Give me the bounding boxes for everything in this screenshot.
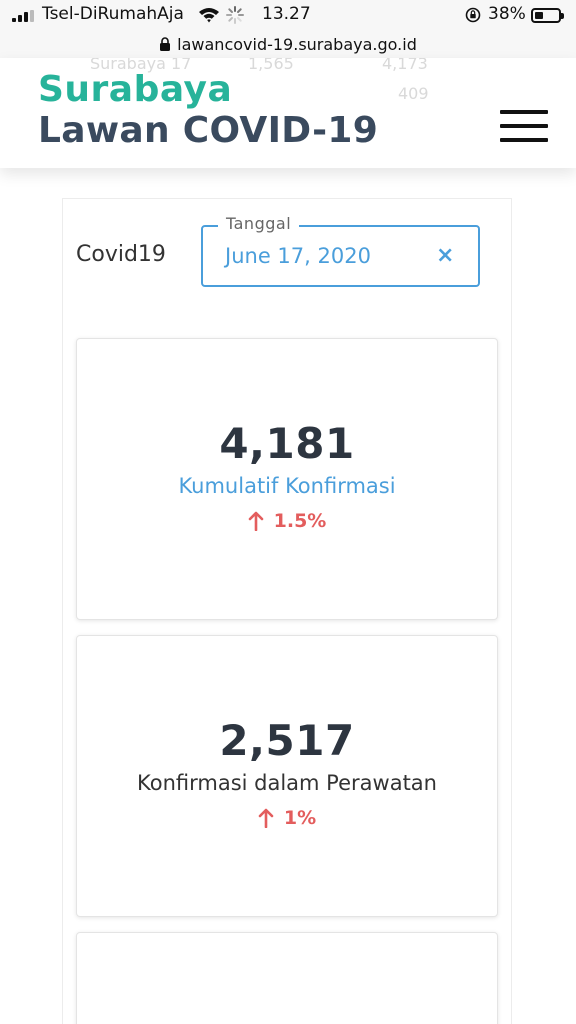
- battery-icon: [531, 8, 564, 23]
- stat-card-in-care: 2,517 Konfirmasi dalam Perawatan 1%: [76, 635, 498, 917]
- status-bar: Tsel-DiRumahAja 13.27 38%: [0, 0, 576, 30]
- date-value[interactable]: June 17, 2020: [225, 244, 371, 268]
- stat-value: 4,181: [219, 419, 355, 468]
- arrow-up-icon: [248, 511, 263, 531]
- signal-icon: [12, 10, 34, 22]
- background-table-text: 409: [398, 84, 429, 103]
- background-table-text: Surabaya 17: [90, 58, 192, 73]
- status-time: 13.27: [262, 4, 311, 24]
- logo-line-1: Surabaya: [38, 69, 233, 110]
- address-bar[interactable]: lawancovid-19.surabaya.go.id: [0, 30, 576, 58]
- date-field-label: Tanggal: [218, 214, 300, 233]
- stat-label: Konfirmasi dalam Perawatan: [137, 771, 437, 795]
- stat-value: 2,517: [219, 716, 355, 765]
- wifi-icon: [199, 8, 219, 23]
- stat-change-value: 1%: [283, 807, 317, 829]
- stat-change: 1.5%: [77, 510, 497, 532]
- stat-card-partial: [76, 932, 498, 1024]
- stat-change-value: 1.5%: [273, 510, 327, 532]
- site-logo[interactable]: Surabaya Lawan COVID-19: [38, 70, 378, 152]
- url-text: lawancovid-19.surabaya.go.id: [177, 34, 417, 54]
- hamburger-menu-icon[interactable]: [500, 110, 548, 142]
- background-table-text: 1,565: [248, 58, 294, 73]
- lock-icon: [160, 37, 171, 51]
- stat-label: Kumulatif Konfirmasi: [178, 474, 396, 498]
- orientation-lock-icon: [465, 7, 481, 23]
- site-header: Surabaya 17 1,565 4,173 409 Surabaya Law…: [0, 58, 576, 168]
- stat-card-cumulative: 4,181 Kumulatif Konfirmasi 1.5%: [76, 338, 498, 620]
- loading-spinner-icon: [226, 6, 244, 24]
- filter-label: Covid19: [76, 242, 166, 267]
- stat-change: 1%: [77, 807, 497, 829]
- date-picker-field[interactable]: [201, 225, 480, 287]
- battery-percent: 38%: [488, 4, 526, 24]
- logo-line-2: Lawan COVID-19: [38, 110, 379, 151]
- arrow-up-icon: [258, 808, 274, 828]
- background-table-text: 4,173: [382, 58, 428, 73]
- carrier-name: Tsel-DiRumahAja: [42, 4, 184, 24]
- clear-date-icon[interactable]: ×: [436, 243, 455, 268]
